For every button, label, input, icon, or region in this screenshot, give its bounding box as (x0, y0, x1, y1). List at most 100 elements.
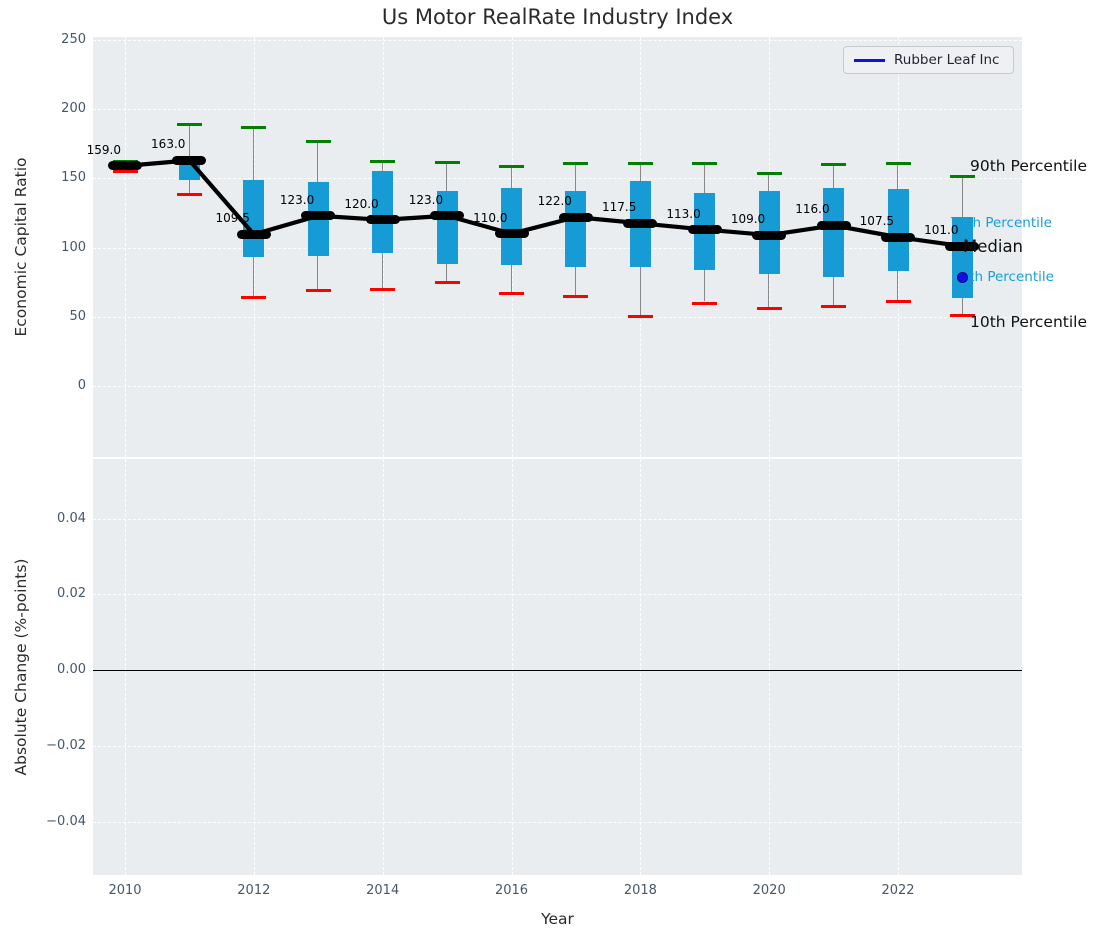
p10-cap-2019 (692, 301, 718, 305)
top-y-tick-label: 0 (77, 377, 86, 393)
p10-cap-2011 (176, 192, 202, 196)
median-value-label-2019: 113.0 (666, 206, 701, 221)
h-gridline (93, 385, 1022, 387)
median-marker-2017 (558, 212, 593, 222)
median-marker-2023 (945, 241, 980, 251)
bottom-plot-area (93, 459, 1022, 875)
median-marker-2011 (172, 155, 207, 165)
iqr-box-2015 (436, 190, 458, 265)
x-tick-label: 2016 (494, 883, 529, 898)
p90-cap-2022 (885, 161, 911, 165)
p10-cap-2020 (756, 307, 782, 311)
p10-cap-2018 (627, 315, 653, 319)
legend: Rubber Leaf Inc (843, 46, 1014, 74)
p90-cap-2020 (756, 172, 782, 176)
median-value-label-2020: 109.0 (730, 212, 766, 227)
h-gridline (93, 40, 1022, 41)
company-point-2023 (956, 272, 968, 284)
p10-cap-2016 (499, 291, 525, 295)
p90-cap-2010 (112, 159, 138, 163)
p10-cap-2010 (112, 170, 138, 174)
h-gridline (93, 247, 1022, 249)
x-tick-label: 2012 (237, 883, 271, 898)
p90-cap-2017 (563, 161, 589, 165)
zero-reference-line (93, 670, 1022, 671)
p75-percentile-label: 75th Percentile (950, 215, 1052, 231)
p90-cap-2019 (692, 161, 718, 165)
legend-label: Rubber Leaf Inc (894, 52, 1000, 68)
median-marker-2021 (816, 220, 851, 230)
median-value-label-2011: 163.0 (151, 137, 186, 152)
x-tick-label: 2018 (623, 883, 657, 898)
bottom-y-tick-label: 0.02 (57, 586, 86, 602)
median-trend-line (122, 158, 965, 249)
p90-cap-2014 (370, 160, 396, 164)
h-gridline (93, 821, 1022, 823)
v-gridline (125, 459, 126, 875)
h-gridline (93, 518, 1022, 520)
legend-line-icon (854, 58, 885, 62)
median-marker-2013 (301, 211, 336, 221)
top-y-tick-label: 250 (61, 32, 86, 47)
p90-cap-2023 (949, 174, 975, 178)
median-marker-2015 (430, 211, 465, 221)
p90-cap-2012 (241, 125, 267, 129)
h-gridline (93, 745, 1022, 747)
bottom-y-axis-label: Absolute Change (%-points) (12, 558, 30, 776)
iqr-box-2016 (501, 188, 523, 265)
x-tick-label: 2014 (366, 883, 400, 898)
v-gridline (640, 459, 642, 875)
p10-cap-2023 (949, 313, 975, 317)
median-value-label-2010: 159.0 (86, 142, 121, 157)
top-y-tick-label: 150 (61, 170, 86, 186)
h-gridline (93, 109, 1022, 111)
p90-cap-2018 (627, 161, 653, 165)
p90-cap-2021 (821, 163, 847, 167)
x-axis-label: Year (541, 910, 574, 928)
top-plot-area: 75th Percentile 25th Percentile 90th Per… (87, 37, 1087, 457)
median-marker-2016 (494, 229, 529, 239)
x-tick-label: 2010 (108, 883, 142, 898)
v-gridline (125, 37, 126, 457)
iqr-box-2022 (887, 189, 909, 272)
median-marker-2020 (752, 230, 787, 240)
x-tick-label: 2020 (752, 883, 786, 898)
p90-cap-2011 (176, 123, 202, 127)
median-value-label-2022: 107.5 (859, 214, 895, 229)
h-gridline (93, 594, 1022, 596)
top-y-tick-label: 200 (61, 101, 86, 117)
p25-percentile-label: 25th Percentile (952, 269, 1054, 285)
median-value-label-2012: 109.5 (215, 211, 250, 226)
top-y-axis-label: Economic Capital Ratio (12, 157, 30, 337)
h-gridline (93, 178, 1022, 180)
p10-cap-2015 (434, 280, 460, 284)
chart-title: Us Motor RealRate Industry Index (381, 5, 734, 29)
median-value-label-2017: 122.0 (537, 194, 572, 209)
p90-cap-2013 (305, 139, 331, 143)
median-marker-2019 (687, 225, 722, 235)
iqr-box-2014 (372, 171, 394, 254)
p10-cap-2013 (305, 289, 331, 293)
median-marker-2018 (623, 218, 658, 228)
v-gridline (382, 459, 384, 875)
median-value-label-2014: 120.0 (344, 196, 379, 211)
p90-cap-2015 (434, 161, 460, 165)
p10-cap-2022 (885, 300, 911, 304)
top-y-tick-label: 50 (69, 308, 86, 324)
p10-cap-2012 (241, 295, 267, 299)
v-gridline (769, 459, 771, 875)
top-y-tick-label: 100 (61, 239, 86, 255)
median-marker-2014 (365, 215, 400, 225)
median-value-label-2021: 116.0 (795, 202, 830, 217)
median-value-label-2018: 117.5 (602, 200, 637, 215)
v-gridline (898, 459, 900, 875)
median-value-label-2023: 101.0 (924, 223, 959, 238)
p10-cap-2017 (563, 294, 589, 298)
bottom-y-tick-label: 0.04 (57, 510, 86, 526)
p90-percentile-label: 90th Percentile (970, 157, 1088, 175)
bottom-y-tick-label: −0.04 (46, 813, 86, 829)
median-marker-2012 (236, 229, 271, 239)
v-gridline (511, 459, 513, 875)
median-value-label-2013: 123.0 (279, 192, 315, 207)
